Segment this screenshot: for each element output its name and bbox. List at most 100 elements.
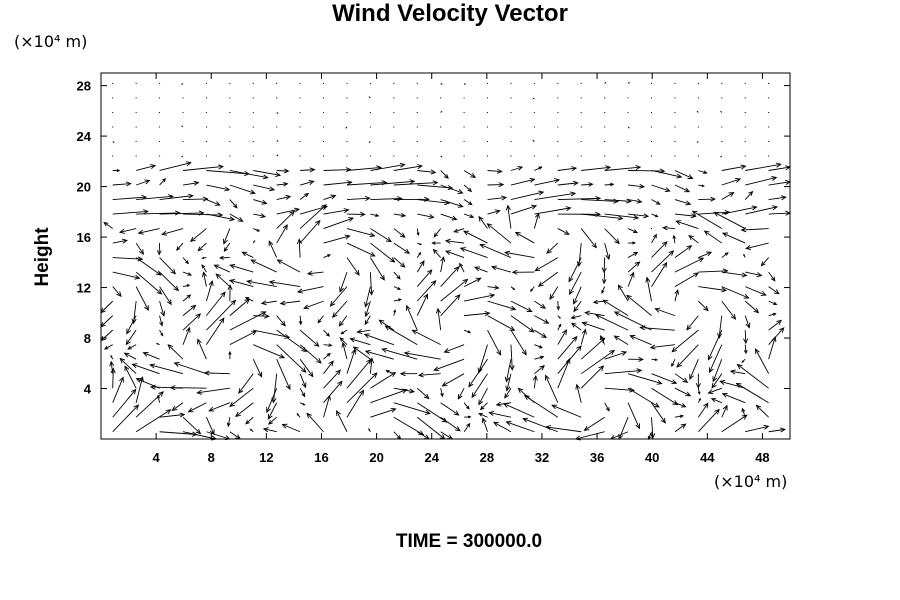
wind-vector xyxy=(112,404,140,433)
wind-vector xyxy=(676,344,699,368)
wind-vector xyxy=(474,266,488,273)
wind-vector xyxy=(744,140,746,142)
wind-vector xyxy=(159,193,194,200)
wind-vector xyxy=(205,82,207,84)
wind-vector xyxy=(299,192,310,200)
wind-vector xyxy=(744,82,746,84)
wind-vector xyxy=(464,293,496,302)
wind-vector xyxy=(182,257,189,265)
wind-vector xyxy=(575,383,582,403)
wind-vector xyxy=(479,243,512,258)
wind-vector xyxy=(268,279,301,288)
wind-vector xyxy=(346,228,376,238)
wind-vector xyxy=(487,155,489,157)
wind-vector xyxy=(627,261,641,273)
wind-vector xyxy=(246,279,277,288)
wind-vector xyxy=(156,342,160,346)
wind-vector xyxy=(686,315,699,331)
wind-vector xyxy=(345,126,348,129)
wind-vector xyxy=(698,251,713,258)
x-tick-label: 20 xyxy=(369,450,383,465)
wind-vector xyxy=(229,199,238,209)
wind-vector xyxy=(768,126,770,128)
wind-vector xyxy=(604,368,643,375)
wind-vector xyxy=(346,211,366,217)
wind-vector xyxy=(695,373,701,389)
wind-vector xyxy=(627,97,629,99)
wind-vector xyxy=(504,250,535,259)
plot-frame xyxy=(100,72,791,440)
wind-vector xyxy=(370,162,406,171)
wind-vector xyxy=(580,82,582,84)
wind-vector xyxy=(583,416,605,431)
wind-vector xyxy=(159,111,161,113)
wind-vector xyxy=(744,111,746,113)
wind-vector xyxy=(276,181,289,187)
wind-vector xyxy=(651,250,675,273)
wind-vector xyxy=(557,126,559,128)
wind-vector xyxy=(768,195,787,201)
wind-vector xyxy=(393,164,424,171)
wind-vector xyxy=(580,155,582,157)
wind-vector xyxy=(393,431,402,440)
wind-vector xyxy=(253,184,276,192)
wind-vector xyxy=(580,126,582,128)
wind-vector xyxy=(440,199,464,208)
time-label: TIME = 300000.0 xyxy=(395,531,543,552)
wind-vector xyxy=(717,315,723,339)
wind-vector xyxy=(674,82,676,84)
wind-vector xyxy=(537,271,559,287)
wind-vector xyxy=(100,300,114,314)
wind-vector xyxy=(722,232,746,244)
x-axis-unit: (×10⁴ m) xyxy=(714,472,788,491)
wind-vector xyxy=(458,387,465,400)
wind-vector xyxy=(580,337,606,360)
wind-vector xyxy=(627,140,629,142)
wind-vector xyxy=(674,245,693,258)
wind-vector xyxy=(613,311,652,331)
wind-vector xyxy=(662,225,675,231)
wind-vector xyxy=(252,358,263,378)
wind-vector xyxy=(468,358,488,388)
wind-vector xyxy=(346,140,348,142)
wind-vector xyxy=(403,351,441,360)
wind-vector xyxy=(768,271,776,282)
wind-vector xyxy=(674,414,685,419)
wind-vector xyxy=(368,96,371,99)
wind-vector xyxy=(721,286,750,299)
wind-vector xyxy=(417,169,437,175)
wind-vector xyxy=(445,250,465,259)
wind-vector xyxy=(671,358,676,368)
wind-vector xyxy=(364,315,371,326)
wind-vector xyxy=(703,230,723,244)
wind-vector xyxy=(299,82,301,84)
wind-vector xyxy=(416,155,418,157)
wind-vector xyxy=(253,329,291,339)
wind-vector xyxy=(182,271,192,276)
wind-vector xyxy=(510,165,524,171)
wind-vector xyxy=(416,293,428,316)
wind-vector xyxy=(299,155,301,157)
wind-vector xyxy=(393,155,395,157)
wind-vector xyxy=(181,155,184,158)
wind-vector xyxy=(196,387,230,395)
wind-vector xyxy=(103,221,113,229)
wind-vector xyxy=(253,213,267,219)
wind-vector xyxy=(440,140,442,142)
wind-vector xyxy=(369,155,371,157)
wind-vector xyxy=(299,373,307,389)
wind-vector xyxy=(416,82,418,84)
wind-vector xyxy=(352,346,371,360)
wind-vector xyxy=(276,207,301,215)
wind-vector xyxy=(296,413,301,418)
wind-vector xyxy=(393,180,439,186)
wind-vector xyxy=(267,402,278,420)
wind-vector xyxy=(487,285,500,290)
wind-vector xyxy=(463,422,471,432)
wind-vector xyxy=(627,373,663,385)
wind-vector xyxy=(189,228,207,243)
wind-vector xyxy=(118,228,137,234)
wind-vector xyxy=(252,240,256,244)
wind-vector xyxy=(768,210,792,216)
wind-vector xyxy=(604,182,615,187)
